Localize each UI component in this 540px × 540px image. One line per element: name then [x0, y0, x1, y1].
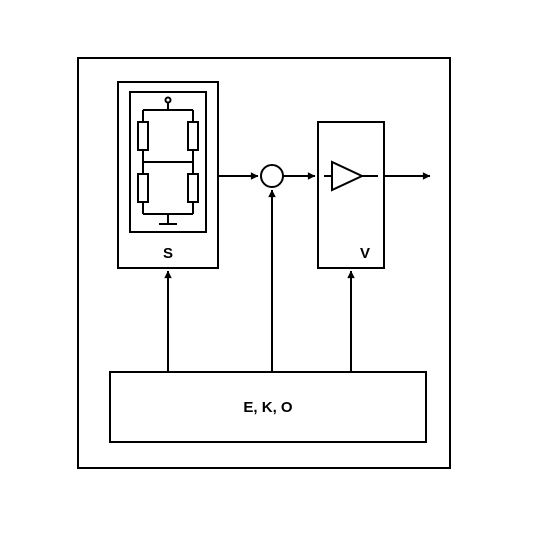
sensor-label: S	[163, 245, 173, 262]
amp-label: V	[360, 245, 370, 262]
summing-node	[261, 165, 283, 187]
block-diagram: S V E, K, O	[0, 0, 540, 540]
bottom-block: E, K, O	[110, 372, 426, 442]
bottom-label: E, K, O	[243, 399, 293, 416]
amp-block: V	[318, 122, 384, 268]
sensor-block: S	[118, 82, 218, 268]
